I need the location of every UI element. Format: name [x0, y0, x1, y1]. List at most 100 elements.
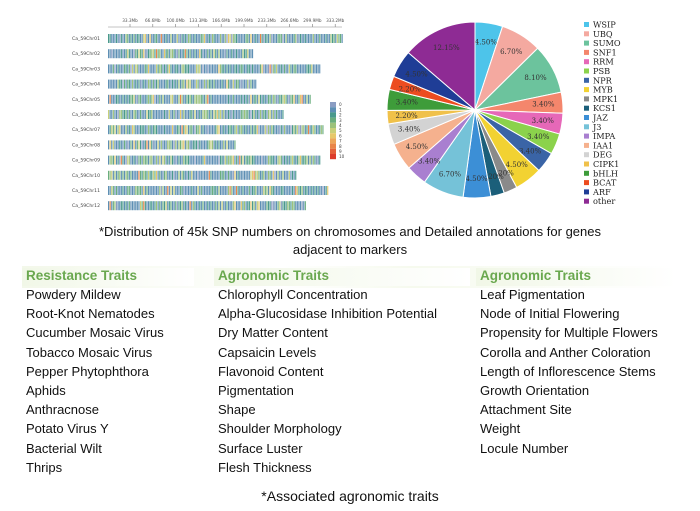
- snp-density-stripe: [224, 125, 226, 135]
- snp-density-stripe: [255, 79, 257, 89]
- snp-density-stripe: [231, 64, 233, 74]
- snp-density-stripe: [170, 49, 172, 59]
- snp-density-stripe: [196, 170, 198, 180]
- chromosome-label: Ca_59Chr08: [72, 142, 100, 148]
- snp-density-stripe: [159, 140, 161, 150]
- snp-density-stripe: [285, 94, 287, 104]
- snp-density-stripe: [133, 110, 135, 119]
- snp-density-stripe: [128, 110, 130, 119]
- snp-density-stripe: [204, 170, 206, 180]
- snp-density-stripe: [295, 201, 297, 211]
- snp-density-stripe: [231, 155, 233, 165]
- snp-density-stripe: [280, 155, 282, 165]
- snp-density-stripe: [188, 94, 190, 104]
- snp-density-stripe: [236, 110, 238, 119]
- snp-density-stripe: [159, 110, 161, 119]
- snp-density-stripe: [159, 64, 161, 74]
- snp-density-stripe: [309, 125, 311, 135]
- snp-density-stripe: [277, 110, 279, 119]
- snp-density-stripe: [119, 125, 121, 135]
- snp-density-stripe: [242, 125, 244, 135]
- snp-density-stripe: [220, 201, 222, 211]
- snp-density-stripe: [303, 34, 305, 43]
- snp-density-stripe: [245, 201, 247, 211]
- snp-density-stripe: [160, 155, 162, 165]
- snp-density-stripe: [146, 64, 148, 74]
- snp-density-stripe: [160, 201, 162, 211]
- snp-density-stripe: [253, 110, 255, 119]
- snp-density-stripe: [204, 34, 206, 43]
- snp-density-stripe: [165, 79, 167, 89]
- snp-density-stripe: [258, 94, 260, 104]
- snp-density-stripe: [311, 34, 313, 43]
- snp-density-stripe: [229, 110, 231, 119]
- snp-density-stripe: [200, 110, 202, 119]
- snp-density-stripe: [325, 34, 327, 43]
- snp-density-stripe: [202, 155, 204, 165]
- snp-density-stripe: [188, 186, 190, 195]
- snp-density-stripe: [204, 64, 206, 74]
- snp-density-stripe: [172, 186, 174, 195]
- snp-density-stripe: [261, 110, 263, 119]
- snp-density-stripe: [178, 155, 180, 165]
- legend-label: IAA1: [593, 140, 613, 150]
- snp-density-stripe: [205, 49, 207, 59]
- snp-density-stripe: [188, 125, 190, 135]
- pie-slice-label: 3.40%: [519, 147, 542, 155]
- snp-density-stripe: [192, 79, 194, 89]
- snp-density-stripe: [268, 125, 270, 135]
- snp-density-stripe: [144, 64, 146, 74]
- snp-density-stripe: [125, 94, 127, 104]
- snp-density-stripe: [143, 140, 145, 150]
- snp-density-stripe: [285, 155, 287, 165]
- snp-density-stripe: [140, 170, 142, 180]
- snp-density-stripe: [298, 186, 300, 195]
- snp-density-stripe: [255, 201, 257, 211]
- snp-density-stripe: [324, 34, 326, 43]
- trait-item: Cucumber Mosaic Virus: [26, 325, 164, 341]
- snp-density-stripe: [111, 201, 113, 211]
- snp-density-stripe: [306, 94, 308, 104]
- snp-density-stripe: [202, 79, 204, 89]
- snp-density-stripe: [157, 49, 159, 59]
- trait-item: Capsaicin Levels: [218, 344, 317, 360]
- snp-density-stripe: [194, 140, 196, 150]
- snp-density-stripe: [160, 34, 162, 43]
- snp-density-stripe: [188, 155, 190, 165]
- trait-item: Powdery Mildew: [26, 287, 121, 302]
- snp-density-stripe: [124, 79, 126, 89]
- snp-density-stripe: [157, 201, 159, 211]
- snp-density-stripe: [133, 186, 135, 195]
- column-header: Agronomic Traits: [476, 268, 676, 286]
- snp-density-stripe: [141, 34, 143, 43]
- snp-density-stripe: [210, 49, 212, 59]
- snp-density-stripe: [173, 155, 175, 165]
- snp-density-stripe: [215, 64, 217, 74]
- snp-density-stripe: [204, 140, 206, 150]
- snp-density-stripe: [116, 34, 118, 43]
- snp-density-stripe: [200, 140, 202, 150]
- snp-density-stripe: [319, 155, 321, 165]
- snp-density-stripe: [239, 170, 241, 180]
- snp-density-stripe: [208, 94, 210, 104]
- agronomic-traits-column-1: Agronomic Traits Chlorophyll Concentrati…: [214, 268, 470, 479]
- snp-density-stripe: [116, 140, 118, 150]
- legend-label: KCS1: [593, 103, 616, 113]
- legend-swatch-cipk1: [584, 161, 589, 167]
- snp-density-stripe: [138, 34, 140, 43]
- snp-density-stripe: [173, 125, 175, 135]
- snp-density-stripe: [151, 186, 153, 195]
- snp-density-stripe: [223, 170, 225, 180]
- legend-swatch: [330, 107, 336, 113]
- snp-density-stripe: [282, 186, 284, 195]
- snp-density-stripe: [191, 94, 193, 104]
- snp-density-stripe: [197, 49, 199, 59]
- snp-density-stripe: [272, 170, 274, 180]
- chromosome-label: Ca_59Chr03: [72, 66, 100, 72]
- snp-density-stripe: [309, 34, 311, 43]
- snp-density-stripe: [116, 79, 118, 89]
- snp-density-stripe: [165, 155, 167, 165]
- snp-density-stripe: [242, 186, 244, 195]
- pie-chart: 4.50%6.70%8.10%3.40%3.40%3.40%3.40%4.50%…: [386, 20, 621, 206]
- legend-swatch-deg: [584, 152, 589, 158]
